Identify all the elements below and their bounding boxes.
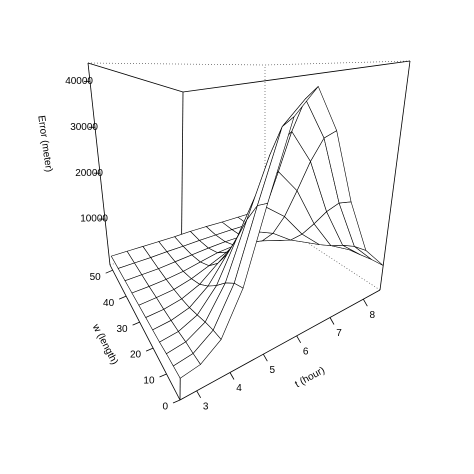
x-tick [262, 353, 268, 362]
y-tick [172, 399, 181, 404]
z-tick-label: 10000 [80, 214, 108, 225]
y-tick [145, 347, 154, 352]
box-edge [179, 289, 381, 401]
y-tick-label: 30 [116, 324, 128, 335]
y-tick-label: 20 [130, 350, 142, 361]
box-edge [87, 62, 184, 93]
z-tick-label: 20000 [75, 168, 103, 179]
z-tick-label: 30000 [70, 122, 98, 133]
box-edge-hidden [87, 62, 266, 66]
x-tick-label: 5 [270, 365, 276, 376]
box-edge [379, 60, 411, 291]
surface-facet [172, 353, 201, 379]
box-edge [87, 62, 111, 266]
x-tick-label: 8 [370, 310, 376, 321]
x-tick [296, 335, 302, 344]
box-edge [109, 264, 181, 401]
z-tick-label: 40000 [65, 76, 93, 87]
x-tick [196, 390, 202, 399]
y-tick-label: 0 [162, 402, 168, 413]
box-edge [182, 60, 411, 93]
x-tick-label: 4 [236, 383, 242, 394]
x-tick-label: 7 [336, 328, 342, 339]
x-tick-label: 6 [303, 346, 309, 357]
y-tick [118, 295, 127, 300]
x-tick [362, 298, 368, 307]
y-tick [105, 269, 113, 274]
x-tick-label: 3 [203, 401, 209, 412]
y-tick-label: 40 [103, 298, 115, 309]
surface [110, 85, 384, 379]
y-tick [159, 373, 167, 378]
x-tick [329, 317, 335, 325]
y-tick-label: 10 [143, 376, 155, 387]
y-tick-label: 50 [90, 272, 102, 283]
y-tick [132, 321, 140, 326]
box-edge-hidden [264, 60, 411, 66]
x-tick [229, 372, 235, 380]
